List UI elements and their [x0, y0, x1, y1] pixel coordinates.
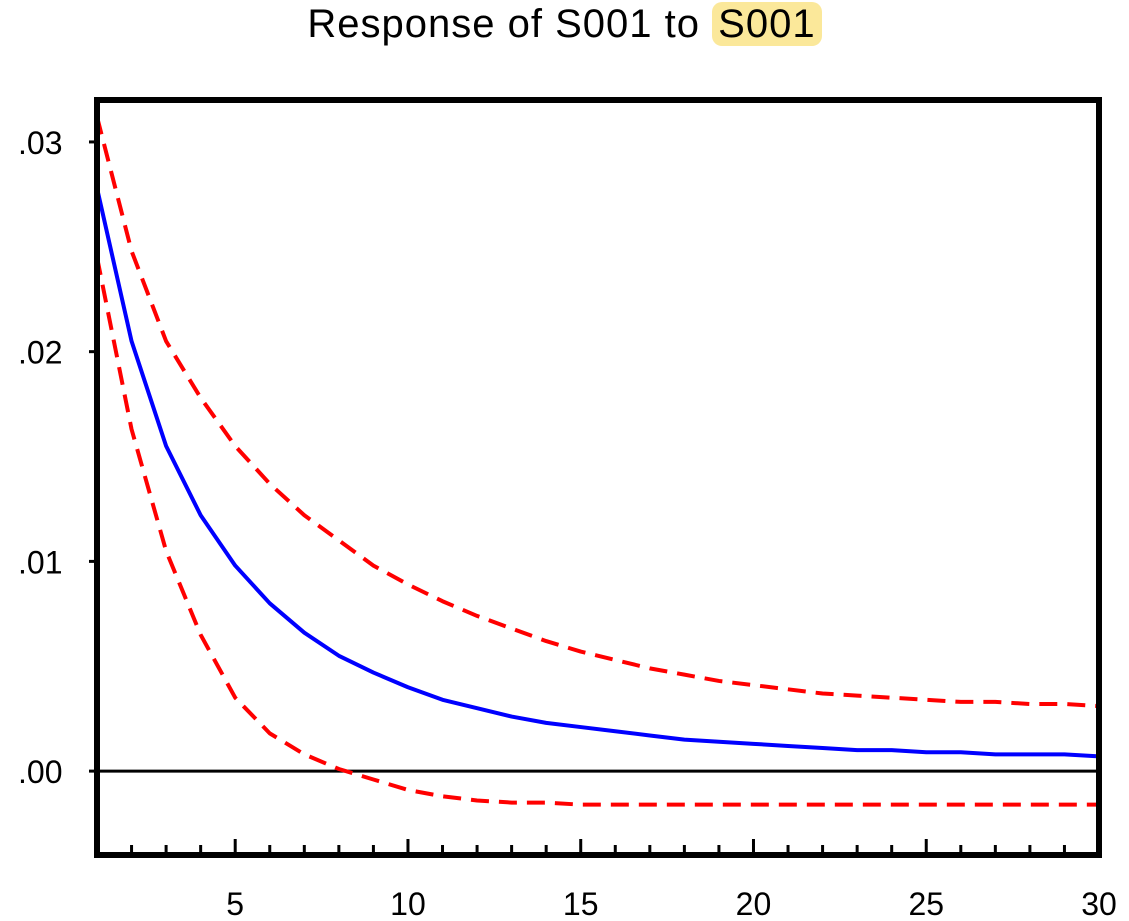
- x-tick-label: 10: [390, 886, 426, 921]
- axis-ticks: 5 10 15 20 25 30 .00 .01 .02 .03: [18, 125, 1117, 921]
- x-tick-label: 30: [1081, 886, 1117, 921]
- chart-title-prefix: Response of S001 to: [307, 2, 713, 46]
- y-tick-label: .02: [18, 335, 62, 371]
- y-tick-label: .00: [18, 754, 62, 790]
- series-line-lower-band: [95, 256, 1099, 807]
- chart-title: Response of S001 to S001: [0, 0, 1129, 60]
- y-tick-label: .03: [18, 125, 62, 161]
- series-layer: [95, 116, 1100, 807]
- series-line-response: [95, 187, 1100, 759]
- x-tick-label: 25: [908, 886, 944, 921]
- x-tick-label: 5: [226, 886, 244, 921]
- chart-title-highlight: S001: [712, 2, 822, 46]
- y-tick-label: .01: [18, 544, 62, 580]
- plot-frame: [94, 97, 1102, 858]
- x-tick-label: 20: [736, 886, 772, 921]
- x-tick-label: 15: [563, 886, 599, 921]
- series-line-upper-band: [95, 116, 1100, 709]
